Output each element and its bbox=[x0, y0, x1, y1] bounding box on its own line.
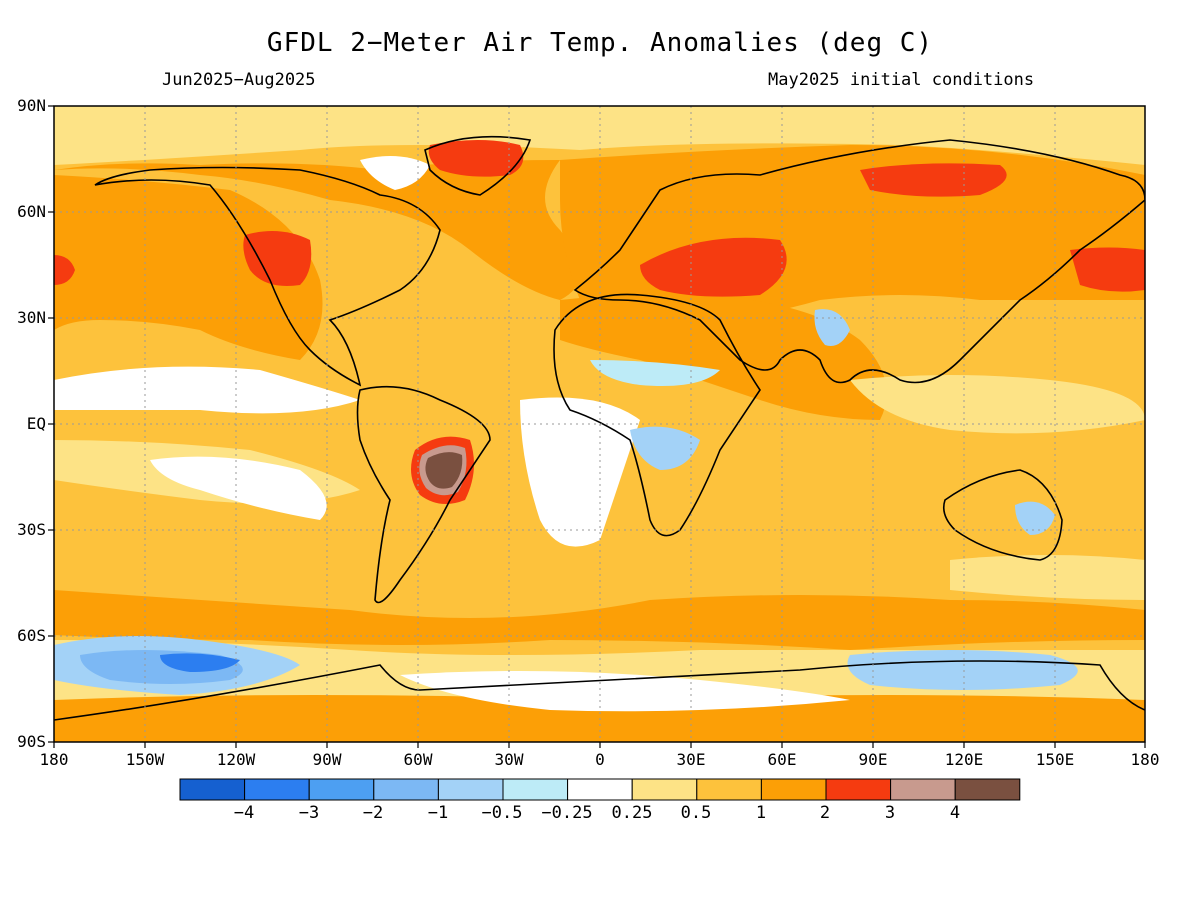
north-america-coast bbox=[94, 166, 441, 387]
siberia-hot bbox=[860, 163, 1007, 197]
lon-label-120w: 120W bbox=[216, 750, 256, 769]
lon-label-90e: 90E bbox=[858, 750, 888, 769]
lon-label-30w: 30W bbox=[494, 750, 524, 769]
lat-label-60s: 60S bbox=[17, 626, 46, 645]
colorbar-swatch bbox=[696, 778, 762, 801]
colorbar-label: −2 bbox=[362, 803, 384, 823]
sepac-neutral bbox=[150, 456, 327, 520]
greenland-coast bbox=[424, 135, 532, 196]
lon-label-60w: 60W bbox=[403, 750, 433, 769]
forecast-period: Jun2025−Aug2025 bbox=[162, 70, 316, 90]
dateline-hot bbox=[54, 255, 75, 285]
mideast-warm bbox=[560, 295, 887, 420]
arctic-mild bbox=[54, 106, 1145, 165]
colorbar-label: −0.25 bbox=[541, 803, 593, 823]
colorbar-label: 2 bbox=[819, 803, 831, 823]
lon-label-120e: 120E bbox=[944, 750, 984, 769]
coastlines bbox=[54, 135, 1145, 721]
colorbar-label: 3 bbox=[884, 803, 896, 823]
initial-conditions: May2025 initial conditions bbox=[768, 70, 1035, 90]
lat-label-30n: 30N bbox=[17, 308, 46, 327]
colorbar-label: 0.25 bbox=[611, 803, 653, 823]
anomaly-field bbox=[54, 106, 1145, 742]
axis-ticks bbox=[48, 105, 1146, 748]
colorbar-label: −4 bbox=[233, 803, 255, 823]
eq-pac-neutral bbox=[54, 366, 360, 414]
lon-label-150w: 150W bbox=[125, 750, 165, 769]
npac-warm bbox=[54, 175, 323, 360]
na-warm bbox=[54, 160, 580, 300]
greenland-hot bbox=[428, 140, 524, 177]
colorbar-swatch bbox=[954, 778, 1021, 801]
colorbar-label: 1 bbox=[755, 803, 767, 823]
colorbar-swatch bbox=[244, 778, 310, 801]
spac-coldest bbox=[160, 653, 240, 672]
lat-label-30s: 30S bbox=[17, 520, 46, 539]
na-hot bbox=[243, 231, 312, 286]
lat-label-90n: 90N bbox=[17, 96, 46, 115]
lon-label-180e: 180 bbox=[1130, 750, 1160, 769]
colorbar-label: 0.5 bbox=[680, 803, 712, 823]
brazil-hottest bbox=[425, 452, 463, 489]
tasman-mild bbox=[950, 555, 1145, 600]
lat-label-eq: EQ bbox=[26, 414, 46, 433]
colorbar-label: −1 bbox=[427, 803, 449, 823]
eurasia-warm bbox=[560, 145, 1145, 320]
colorbar-swatch bbox=[825, 778, 892, 801]
colorbar-swatch bbox=[373, 778, 439, 801]
grid-lines bbox=[54, 106, 1145, 742]
colorbar-swatch bbox=[760, 778, 827, 801]
europe-hot bbox=[640, 237, 787, 297]
lon-label-150e: 150E bbox=[1035, 750, 1075, 769]
south-america-coast bbox=[356, 385, 491, 604]
lon-label-0: 0 bbox=[595, 750, 605, 769]
lat-label-90s: 90S bbox=[17, 732, 46, 751]
lon-label-30e: 30E bbox=[676, 750, 706, 769]
lon-label-180w: 180 bbox=[39, 750, 69, 769]
colorbar-swatch bbox=[567, 778, 633, 801]
lon-label-60e: 60E bbox=[767, 750, 797, 769]
antarctica-coast bbox=[54, 660, 1145, 721]
antarctic-east-cool bbox=[847, 650, 1078, 690]
colorbar-label: −0.5 bbox=[481, 803, 523, 823]
indian-mild bbox=[850, 375, 1145, 434]
colorbar-swatch bbox=[502, 778, 569, 801]
colorbar-swatch bbox=[179, 778, 246, 801]
colorbar-swatch bbox=[631, 778, 698, 801]
colorbar-label: −3 bbox=[298, 803, 320, 823]
sahel-cool bbox=[590, 360, 720, 386]
map-title: GFDL 2−Meter Air Temp. Anomalies (deg C) bbox=[266, 28, 934, 58]
africa-coast bbox=[553, 293, 761, 537]
australia-cool bbox=[1015, 501, 1055, 535]
colorbar-label: 4 bbox=[949, 803, 961, 823]
congo-cool bbox=[630, 426, 700, 470]
colorbar bbox=[179, 778, 1021, 801]
colorbar-swatch bbox=[437, 778, 504, 801]
colorbar-swatch bbox=[890, 778, 956, 801]
colorbar-swatch bbox=[308, 778, 375, 801]
lon-label-90w: 90W bbox=[312, 750, 342, 769]
antarctic-neutral bbox=[400, 671, 850, 712]
lat-label-60n: 60N bbox=[17, 202, 46, 221]
hudson-neutral bbox=[360, 156, 430, 190]
eurasia-coast bbox=[573, 139, 1145, 384]
atl-neutral bbox=[520, 397, 640, 547]
npac-east-hot bbox=[1070, 247, 1145, 292]
